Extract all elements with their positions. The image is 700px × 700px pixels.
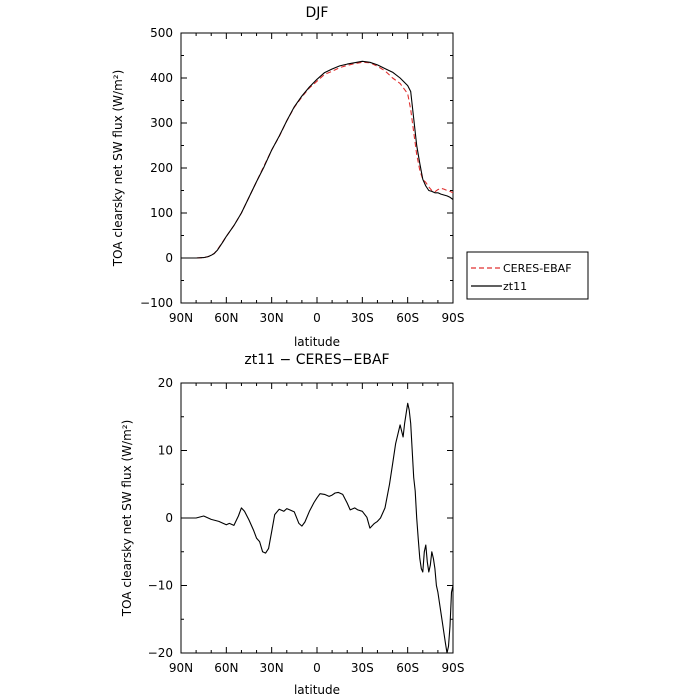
top-series-line-ceres-ebaf	[181, 61, 454, 259]
bottom-xtick-label: 30N	[260, 661, 284, 675]
legend-label-ceres: CERES-EBAF	[503, 262, 572, 275]
bottom-ytick-label: 0	[165, 511, 173, 525]
top-xtick-label: 90S	[442, 311, 465, 325]
top-xlabel: latitude	[294, 335, 340, 349]
bottom-xtick-label: 90S	[442, 661, 465, 675]
bottom-ticks: 90N 60N 30N 0 30S 60S 90S −20 −10 0 10 20	[148, 376, 465, 675]
bottom-xtick-label: 60S	[396, 661, 419, 675]
bottom-ytick-label: 20	[158, 376, 173, 390]
top-xtick-label: 30N	[260, 311, 284, 325]
top-xtick-label: 60S	[396, 311, 419, 325]
top-title: DJF	[306, 5, 329, 21]
bottom-ytick-label: −10	[148, 579, 173, 593]
top-ytick-label: 400	[150, 71, 173, 85]
bottom-xtick-label: 90N	[169, 661, 193, 675]
legend: CERES-EBAF zt11	[466, 251, 589, 300]
top-ytick-label: 200	[150, 161, 173, 175]
top-ylabel: TOA clearsky net SW flux (W/m²)	[111, 70, 125, 268]
top-ticks: 90N 60N 30N 0 30S 60S 90S −100 0 100 200 300 400 500	[140, 26, 464, 325]
top-ytick-label: 300	[150, 116, 173, 130]
top-ytick-label: −100	[140, 296, 173, 310]
top-ytick-label: 100	[150, 206, 173, 220]
bottom-xlabel: latitude	[294, 683, 340, 697]
chart-top: DJF 90N 60N 30N 0 30S 60S 90S −100 0 100 200 300 400…	[111, 5, 589, 349]
top-series-line-zt11	[181, 60, 454, 259]
top-ytick-label: 500	[150, 26, 173, 40]
bottom-series-line-0	[181, 402, 454, 654]
legend-label-zt11: zt11	[503, 280, 527, 293]
bottom-title: zt11 − CERES−EBAF	[244, 352, 389, 368]
bottom-ytick-label: −20	[148, 646, 173, 660]
bottom-xtick-label: 60N	[214, 661, 238, 675]
chart-bottom: zt11 − CERES−EBAF 90N 60N 30N 0 30S 60S 90S −20…	[120, 352, 464, 697]
bottom-ytick-label: 10	[158, 444, 173, 458]
legend-box	[466, 251, 589, 300]
bottom-ylabel: TOA clearsky net SW flux (W/m²)	[120, 420, 134, 618]
bottom-plot-frame	[180, 382, 454, 654]
top-plot-frame	[180, 32, 454, 304]
top-xtick-label: 90N	[169, 311, 193, 325]
top-xtick-label: 60N	[214, 311, 238, 325]
top-xtick-label: 0	[313, 311, 321, 325]
top-xtick-label: 30S	[351, 311, 374, 325]
bottom-series	[181, 402, 454, 654]
top-series	[181, 60, 454, 259]
bottom-xtick-label: 30S	[351, 661, 374, 675]
top-ytick-label: 0	[165, 251, 173, 265]
bottom-xtick-label: 0	[313, 661, 321, 675]
